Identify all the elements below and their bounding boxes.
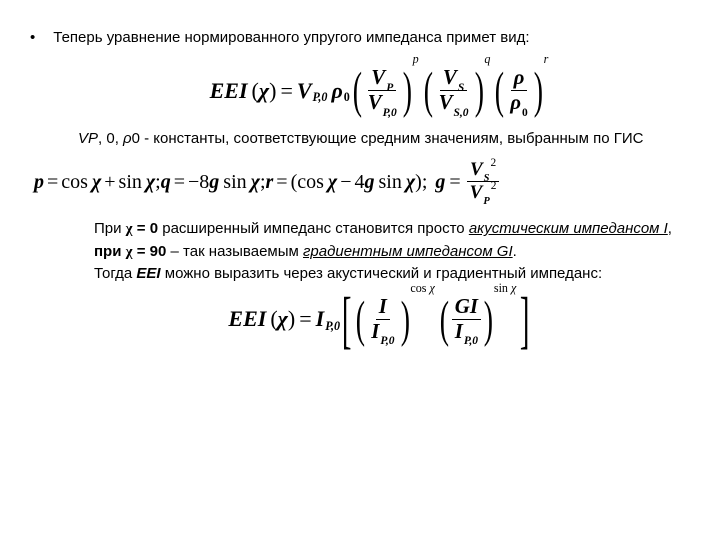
sym-vp: VP [78,130,98,147]
sym-chi: χ [126,221,133,237]
bullet-marker: • [30,28,35,47]
constants-note: VP, 0, ρ0 - константы, соответствующие с… [78,129,690,149]
explain-line-2: при χ = 90 – так называемым градиентным … [94,241,690,264]
sym-chi-2: χ [126,244,133,260]
explain-line-1: При χ = 0 расширенный импеданс становитс… [94,218,690,241]
equation-pqrg: p= cosχ + sinχ ; q= −8g sinχ ; r= ( cosχ… [34,159,690,204]
equation-eei-ai-gi: EEI (χ) = IP,0 [ ( I IP,0 ) cos χ ( [70,294,690,345]
explain-block: При χ = 0 расширенный импеданс становитс… [94,218,690,286]
sym-rho: ρ [123,130,132,147]
equation-eei-definition: EEI (χ) = VP,0 ρ0 ( VP VP,0 ) p ( [70,66,690,115]
bullet-row: • Теперь уравнение нормированного упруго… [30,28,690,48]
explain-line-3: Тогда EEI можно выразить через акустичес… [94,263,690,286]
bullet-text: Теперь уравнение нормированного упругого… [53,28,529,48]
slide-content: • Теперь уравнение нормированного упруго… [0,0,720,379]
